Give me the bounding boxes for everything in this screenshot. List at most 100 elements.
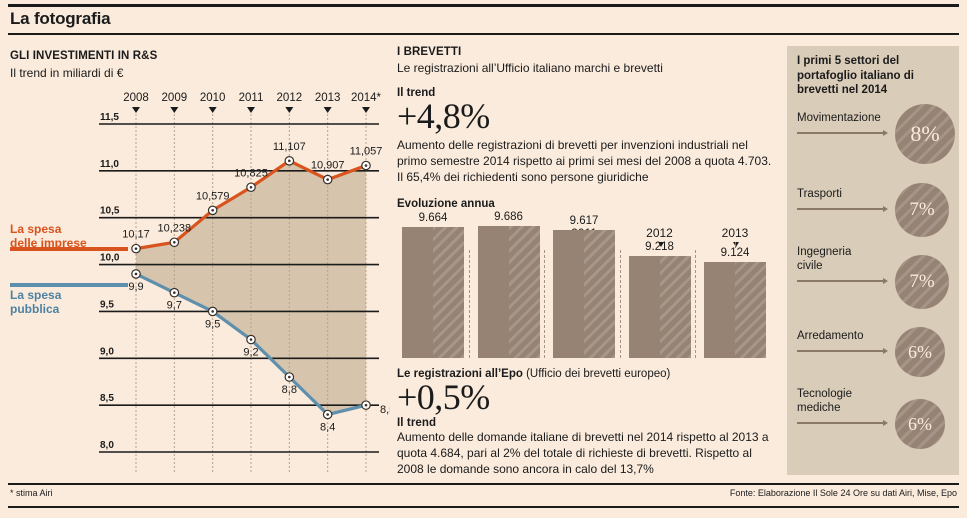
x-axis-year-label: 2009 [162,92,188,104]
sector-arrow-icon [883,277,888,284]
sector-percent-value: 8% [910,121,940,146]
y-axis-tick: 10,0 [100,253,120,264]
sector-connector-line [797,422,883,424]
data-point-label: 8,5 [380,404,390,416]
patents-kicker: I BREVETTI [397,46,462,58]
sector-percent-circle: 6% [895,327,945,377]
data-point-label: 8,8 [282,384,297,396]
sector-label: Arredamento [797,330,864,342]
footer-source: Fonte: Elaborazione Il Sole 24 Ore su da… [729,488,957,498]
epo-title-bold: Le registrazioni all’Epo [397,368,527,380]
data-point-label: 11,107 [273,141,306,153]
epo-section: Le registrazioni all’Epo (Ufficio dei br… [397,368,775,478]
data-point-label: 10,907 [311,160,345,172]
bar-group: 20109.686 [473,211,545,358]
bar-hatch-overlay [584,230,615,358]
left-kicker: GLI INVESTIMENTI IN R&S [10,50,158,62]
sector-arrow-icon [883,129,888,136]
sector-item[interactable]: Movimentazione 8% [787,94,959,166]
sector-label: Ingegneria civile [797,246,852,272]
bar-value-label: 9.218 [645,241,674,253]
sectors-panel-title: I primi 5 settori del portafoglio italia… [797,55,914,97]
y-axis-tick: 9,0 [100,346,114,357]
footer-rule-top [8,483,959,485]
sector-percent-value: 7% [909,199,935,220]
epo-trend-label: Il trend [397,416,437,429]
sector-item[interactable]: Trasporti 7% [787,170,959,242]
epo-title: Le registrazioni all’Epo (Ufficio dei br… [397,368,775,380]
x-axis-year-label: 2012 [277,92,303,104]
x-axis-year-label: 2010 [200,92,226,104]
sector-connector-line [797,280,883,282]
epo-value: +0,5% [397,377,490,417]
data-point-label: 9,5 [205,318,220,330]
sector-item[interactable]: Arredamento 6% [787,312,959,384]
bar-pointer-arrow [733,242,739,247]
sector-item[interactable]: Ingegneria civile 7% [787,240,959,312]
legend-imprese-line1: La spesa [10,222,62,236]
patents-trend-label: Il trend [397,87,436,99]
sector-percent-circle: 7% [895,255,949,309]
bar-group: 2013 9.124 [699,226,771,358]
data-point-label: 10,825 [234,167,268,179]
bar-pointer-arrow [657,242,664,247]
epo-title-regular: (Ufficio dei brevetti europeo) [526,368,671,380]
sector-percent-circle: 6% [895,399,945,449]
data-point-label: 10,579 [196,190,230,202]
bar-divider [468,250,470,358]
bar-hatch-overlay [433,227,464,358]
patents-evolution-label: Evoluzione annua [397,197,495,210]
y-axis-tick: 10,5 [100,206,120,217]
bar-hatch-overlay [508,226,540,358]
data-point-label: 11,057 [350,146,383,158]
y-axis-tick: 8,5 [100,393,114,404]
sector-connector-line [797,208,883,210]
bar-group: 2012 9.218 [624,226,696,358]
bar-hatch-overlay [735,262,766,358]
legend-pubblica-line1: La spesa [10,288,62,302]
patents-trend-value: +4,8% [397,96,490,136]
data-point-label: 8,4 [320,422,335,434]
bar-divider [695,250,696,358]
patents-trend-body: Aumento delle registrazioni di brevetti … [397,137,772,184]
bar-group: 20119.617 [548,215,620,358]
x-axis-year-label: 2008 [123,92,149,104]
bar-rect [477,226,540,358]
bar-rect [402,227,464,358]
sector-label: Trasporti [797,188,842,200]
y-axis-tick: 9,5 [100,299,114,310]
patents-subtitle: Le registrazioni all’Ufficio italiano ma… [397,61,663,75]
legend-imprese-swatch [10,247,128,251]
line-chart: 11,5 11,0 10,5 10,0 9,5 9,0 8,5 8,0 2008 2009 2010… [0,90,395,475]
sector-connector-line [797,132,883,134]
bar-divider [619,250,621,358]
legend-pubblica-swatch [10,283,128,287]
sectors-panel: I primi 5 settori del portafoglio italia… [787,46,959,475]
legend-pubblica-line2: pubblica [10,302,60,316]
bar-divider [544,250,545,358]
footer-rule-bottom [8,506,959,508]
x-axis-year-label: 2013 [315,92,341,104]
bar-value-label: 9.686 [494,211,523,223]
sector-percent-value: 7% [909,271,935,292]
y-axis-tick: 8,0 [100,440,114,451]
header-rule-top [8,4,959,7]
bar-chart: 20099.66420109.68620119.61720129.2182013… [397,211,775,358]
patents-column: I BREVETTI Le registrazioni all’Ufficio … [397,46,775,210]
bar-year-label: 2013 [721,226,749,240]
x-axis-year-label: 2014* [351,92,382,104]
bar-rect [628,256,691,358]
bar-rect [704,262,766,358]
bar-hatch-overlay [659,256,691,358]
sector-label: Movimentazione [797,112,881,124]
sector-arrow-icon [883,419,888,426]
header-rule-bottom [8,33,959,35]
legend-imprese-line2: delle imprese [10,236,87,250]
bar-group: 20099.664 [397,212,469,358]
sector-percent-value: 6% [908,341,932,362]
data-point-label: 9,9 [128,281,143,293]
sector-item[interactable]: Tecnologie mediche 6% [787,382,959,454]
bar-value-label: 9.617 [569,215,599,227]
footer-note: * stima Airi [10,488,53,498]
